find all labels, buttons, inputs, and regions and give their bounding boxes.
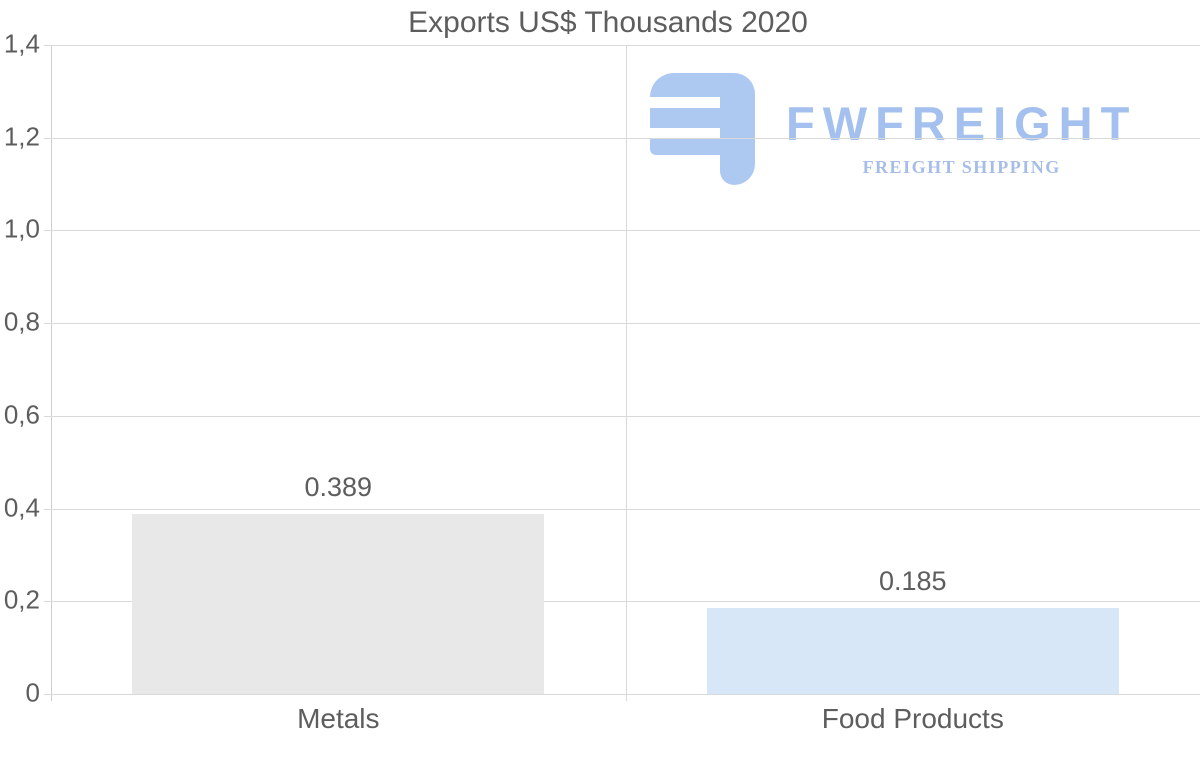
fwfreight-watermark: FWFREIGHT FREIGHT SHIPPING [650,73,1137,185]
gridline-horizontal [44,508,1200,510]
logo-text-block: FWFREIGHT FREIGHT SHIPPING [786,73,1137,178]
y-tick-label: 1,0 [3,213,40,244]
plot-area: FWFREIGHT FREIGHT SHIPPING 0.389 0.185 [44,45,1200,701]
y-tick-label: 0,8 [3,306,40,337]
y-tick-label: 0,6 [3,399,40,430]
logo-brand-text: FWFREIGHT [786,97,1138,150]
bar-metals [132,513,545,694]
fwfreight-logo-icon [650,73,755,185]
y-tick-label: 0 [25,677,40,708]
value-label: 0.389 [304,471,373,502]
gridline-horizontal [44,694,1200,695]
gridline-horizontal [44,230,1200,232]
gridline-horizontal [44,415,1200,417]
gridline-horizontal [44,45,1200,46]
x-category-label: Metals [297,703,380,734]
logo-icon-arm-top [650,73,730,97]
logo-icon-arm-lower [650,139,724,155]
logo-tagline-text: FREIGHT SHIPPING [862,157,1061,177]
y-tick-label: 1,4 [3,28,40,59]
y-axis-line [51,45,52,701]
gridline-horizontal [44,601,1200,603]
y-tick-label: 1,2 [3,120,40,151]
value-label: 0.185 [879,566,947,597]
logo-icon-arm-middle [650,108,724,128]
x-category-label: Food Products [821,703,1004,734]
chart-title: Exports US$ Thousands 2020 [408,6,808,39]
gridline-horizontal [44,323,1200,325]
y-tick-label: 0,4 [3,491,40,522]
gridline-horizontal [44,137,1200,139]
bar-food-products [706,608,1119,694]
gridline-vertical [625,45,627,701]
y-tick-label: 0,2 [3,584,40,615]
